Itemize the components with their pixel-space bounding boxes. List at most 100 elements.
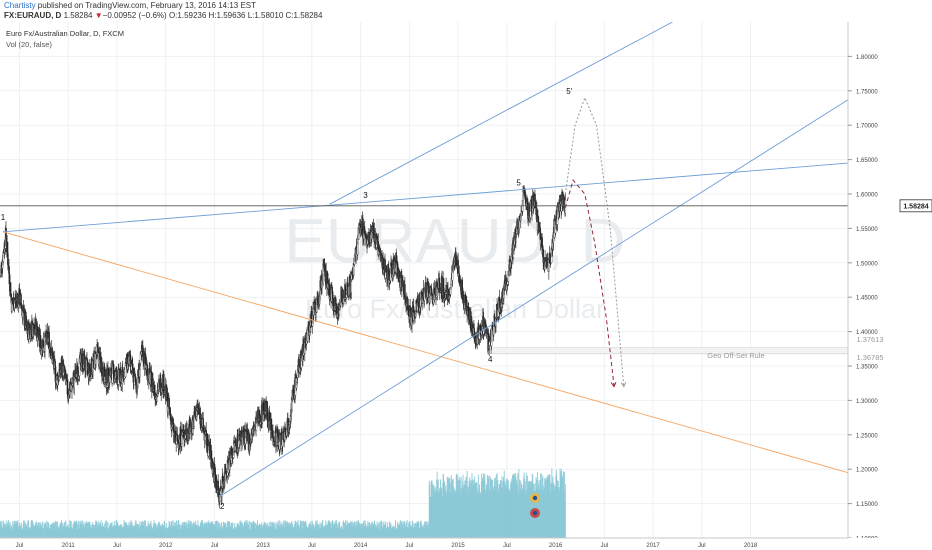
y-tick-label: 1.45000 [856,296,878,302]
trendline-1 [2,162,849,233]
y-tick-label: 1.30000 [856,399,878,405]
projection-paths [564,96,627,388]
volume-bar [27,520,29,538]
quote-line: FX:EURAUD, D 1.58284 ▼−0.00952 (−0.6%) O… [4,11,322,21]
time-axis[interactable]: Jul 2011 Jul 2012 Jul 2013 Jul 2014 Jul 2015 Jul 20… [16,543,758,549]
trendline-0 [2,231,849,474]
rule-level-lower: 1.36785 [856,353,883,362]
last-price-marker: 1.58284 [899,199,932,213]
volume-bar [130,520,132,538]
x-tick-label: Jul [16,543,24,549]
chart-svg[interactable]: EURAUD, D Euro Fx/Australian Dollar 1234… [0,22,932,550]
candle-body [356,242,359,256]
price-axis-bg [848,22,932,550]
wave-label: 5' [566,87,572,96]
y-tick-label: 1.25000 [856,433,878,439]
y-tick-label: 1.55000 [856,227,878,233]
x-tick-label: Jul [503,543,511,549]
x-tick-label: Jul [113,543,121,549]
legend-title[interactable]: Euro Fx/Australian Dollar, D, FXCM [6,29,124,38]
x-tick-label: 2014 [354,543,368,549]
candle-body [139,369,141,378]
volume-bar [216,520,218,538]
x-tick-label: 2015 [451,543,465,549]
projection-arrowhead-1 [610,381,617,388]
rule-zone [492,348,848,354]
trendline-3 [329,22,673,205]
x-tick-label: 2012 [159,543,173,549]
candle-body [20,294,22,305]
legend-volume[interactable]: Vol (20, false) [6,40,52,49]
event-icons[interactable] [530,493,540,518]
low-label: L: [247,11,255,20]
candle-body [112,364,115,371]
down-arrow-icon: ▼ [94,11,103,20]
y-tick-label: 1.40000 [856,330,878,336]
chart-background [0,22,932,550]
x-tick-label: 2017 [646,543,660,549]
time-axis-bg [0,538,932,550]
wave-label: 3 [363,191,368,200]
trendline-2 [219,99,849,498]
x-tick-label: 2018 [744,543,758,549]
watermark-name: Euro Fx/Australian Dollar [305,294,605,324]
volume-bar [290,521,292,538]
trendlines[interactable] [0,22,849,498]
wave-label: 5 [516,179,521,188]
y-tick-label: 1.70000 [856,124,878,130]
last-price-box [899,199,932,213]
low-value: 1.58010 [254,11,284,20]
x-tick-label: Jul [211,543,219,549]
symbol-label[interactable]: FX:EURAUD, D [4,11,62,20]
volume-bar [564,484,566,538]
wave-labels: 1 2 3 4 5 5' [1,87,573,511]
close-value: 1.58284 [293,11,323,20]
high-value: 1.59636 [216,11,246,20]
wave-label: 1 [1,213,6,222]
y-tick-label: 1.35000 [856,365,878,371]
projection-path-0 [564,96,625,387]
projection-arrowhead-0 [620,381,627,388]
wave-label: 4 [488,355,493,364]
y-tick-label: 1.50000 [856,261,878,267]
projection-path-1 [564,179,615,387]
y-tick-label: 1.60000 [856,193,878,199]
x-tick-label: 2016 [549,543,563,549]
brand-link[interactable]: Chartisty [4,1,36,10]
published-text: published on TradingView.com, February 1… [35,1,256,10]
candle-body [490,340,493,347]
last-price-axis-label: 1.58284 [903,203,928,210]
x-tick-label: Jul [600,543,608,549]
dividend-event-icon-inner [532,510,538,516]
x-tick-label: Jul [406,543,414,549]
volume-bar [178,520,180,538]
high-label: H: [208,11,217,20]
y-tick-label: 1.75000 [856,89,878,95]
last-price: 1.58284 [63,11,93,20]
rule-levels [492,347,848,355]
y-tick-label: 1.65000 [856,158,878,164]
candle-body [200,413,202,425]
volume-bars [0,468,566,538]
candles [0,185,567,509]
volume-bar [80,520,82,538]
chart-header: Chartisty published on TradingView.com, … [0,0,932,22]
y-tick-label: 1.15000 [856,502,878,508]
x-tick-label: 2013 [256,543,270,549]
publish-line: Chartisty published on TradingView.com, … [4,1,256,11]
x-tick-label: Jul [698,543,706,549]
open-label: O: [168,11,178,20]
geo-offset-rule-label: Geo Off-Set Rule [707,351,764,360]
close-label: C: [285,11,294,20]
candle-body [210,450,213,460]
x-tick-label: 2011 [62,543,76,549]
y-tick-label: 1.20000 [856,468,878,474]
x-tick-label: Jul [308,543,316,549]
y-tick-label: 1.80000 [856,55,878,61]
volume-bar [65,521,67,538]
volume-bar [322,520,324,538]
price-axis[interactable]: 1.100001.150001.200001.250001.300001.350… [848,55,878,543]
open-value: 1.59236 [177,11,207,20]
grid [0,22,848,539]
